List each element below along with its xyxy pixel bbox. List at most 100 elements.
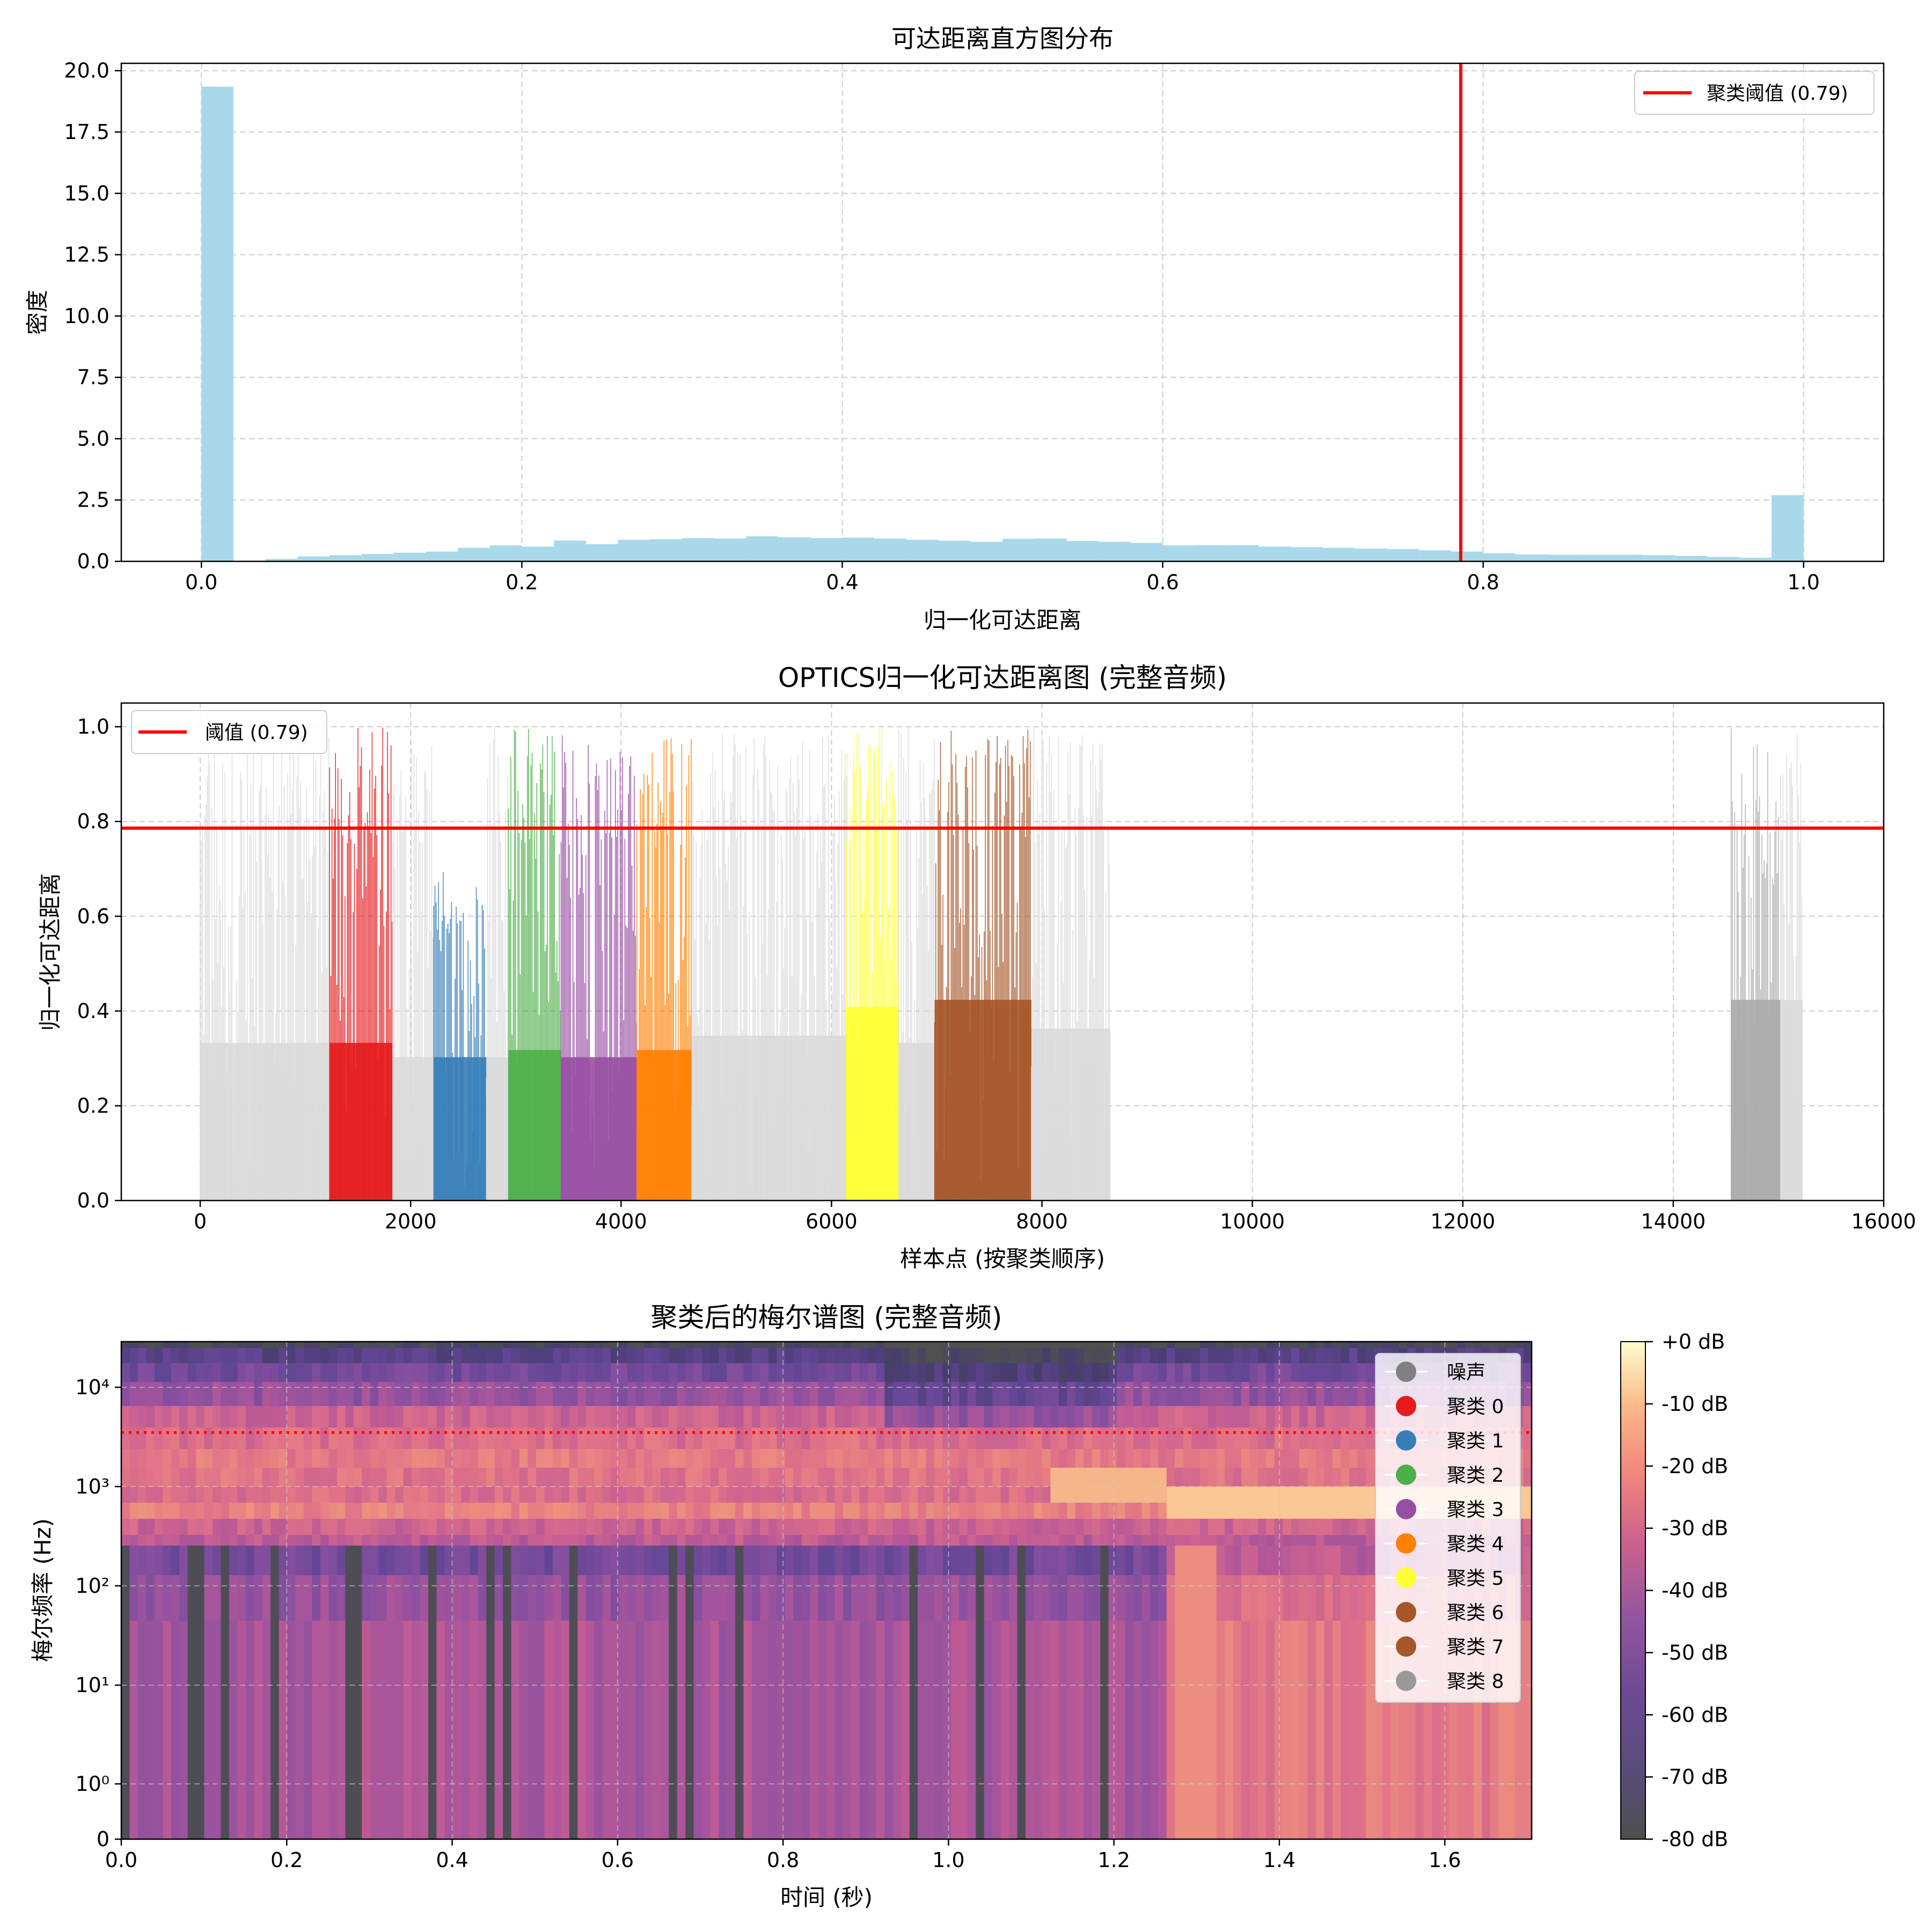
spectrogram-cell: [1349, 1342, 1358, 1348]
spectrogram-cell: [552, 1382, 561, 1406]
spectrogram-cell: [1274, 1487, 1283, 1503]
spectrogram-cell: [154, 1348, 163, 1363]
spectrogram-cell: [353, 1342, 362, 1348]
spectrogram-cell: [536, 1519, 545, 1535]
spectrogram-legend-label: 噪声: [1447, 1362, 1485, 1384]
spectrogram-cell: [262, 1546, 271, 1575]
spectrogram-cell: [1307, 1575, 1316, 1621]
spectrogram-cell: [1050, 1382, 1059, 1406]
spectrogram-cell: [470, 1406, 479, 1428]
spectrogram-cell: [768, 1406, 777, 1428]
spectrogram-cell: [221, 1428, 230, 1449]
spectrogram-cell: [262, 1535, 271, 1546]
spectrogram-cell: [428, 1342, 437, 1348]
spectrogram-cell: [1158, 1575, 1167, 1621]
spectrogram-cell: [204, 1406, 213, 1428]
spectrogram-cell: [652, 1468, 661, 1487]
spectrogram-cell: [378, 1546, 387, 1575]
spectrogram-cell: [403, 1575, 412, 1621]
spectrogram-image: [121, 1342, 1532, 1839]
spectrogram-cell: [1299, 1363, 1308, 1382]
spectrogram-cell: [179, 1487, 188, 1503]
spectrogram-cell: [710, 1363, 719, 1382]
spectrogram-cell: [386, 1546, 396, 1575]
spectrogram-cell: [967, 1406, 976, 1428]
spectrogram-cell: [1175, 1519, 1184, 1535]
spectrogram-cell: [328, 1449, 338, 1468]
spectrogram-cell: [511, 1363, 520, 1382]
spectrogram-cell: [751, 1546, 760, 1575]
spectrogram-cell: [171, 1535, 180, 1546]
spectrogram-cell: [461, 1535, 470, 1546]
spectrogram-cell: [735, 1428, 744, 1449]
spectrogram-cell: [1225, 1406, 1234, 1428]
spectrogram-legend-marker: [1396, 1636, 1416, 1657]
spectrogram-cell: [843, 1363, 852, 1382]
spectrogram-cell: [1017, 1348, 1026, 1363]
spectrogram-cell: [976, 1575, 985, 1621]
spectrogram-cell: [843, 1382, 852, 1406]
spectrogram-cell: [503, 1519, 512, 1535]
spectrogram-cell: [1249, 1487, 1258, 1503]
spectrogram-cell: [478, 1382, 487, 1406]
spectrogram-cell: [262, 1406, 271, 1428]
spectrogram-cell: [909, 1519, 918, 1535]
spectrogram-cell: [635, 1487, 645, 1503]
spectrogram-cell: [163, 1449, 172, 1468]
spectrogram-cell: [826, 1503, 836, 1519]
spectrogram-cell: [295, 1621, 304, 1839]
spectrogram-cell: [1341, 1428, 1350, 1449]
spectrogram-cell: [777, 1363, 786, 1382]
spectrogram-cell: [743, 1342, 752, 1348]
spectrogram-cell: [743, 1621, 752, 1839]
spectrogram-cell: [295, 1519, 304, 1535]
spectrogram-cell: [196, 1575, 205, 1621]
spectrogram-cell: [826, 1382, 836, 1406]
spectrogram-cell: [536, 1348, 545, 1363]
spectrogram-cell: [121, 1348, 130, 1363]
spectrogram-cell: [436, 1468, 445, 1487]
histogram-bar: [618, 539, 650, 561]
spectrogram-cell: [1067, 1621, 1076, 1839]
spectrogram-cell: [1216, 1428, 1225, 1449]
spectrogram-cell: [1191, 1406, 1201, 1428]
spectrogram-legend-marker: [1396, 1533, 1416, 1554]
spectrogram-cell: [859, 1535, 868, 1546]
spectrogram-cell: [760, 1503, 769, 1519]
spectrogram-cell: [1365, 1449, 1374, 1468]
spectrogram-cell: [1299, 1621, 1308, 1839]
spectrogram-cell: [1249, 1468, 1258, 1487]
spectrogram-cell: [187, 1575, 196, 1621]
spectrogram-cell: [1050, 1503, 1059, 1519]
spectrogram-cell: [992, 1449, 1001, 1468]
spectrogram-cell: [1191, 1503, 1201, 1519]
spectrogram-cell: [213, 1449, 222, 1468]
spectrogram-cell: [204, 1487, 213, 1503]
reachability-title: OPTICS归一化可达距离图 (完整音频): [778, 662, 1227, 693]
spectrogram-cell: [868, 1546, 877, 1575]
spectrogram-cell: [221, 1406, 230, 1428]
spectrogram-cell: [602, 1363, 611, 1382]
spectrogram-cell: [478, 1363, 487, 1382]
colorbar-tick-label: -20 dB: [1662, 1454, 1728, 1478]
spectrogram-cell: [926, 1342, 935, 1348]
spectrogram-cell: [137, 1449, 147, 1468]
spectrogram-cell: [735, 1363, 744, 1382]
spectrogram-cell: [976, 1348, 985, 1363]
spectrogram-cell: [586, 1621, 595, 1839]
spectrogram-cell: [569, 1575, 578, 1621]
spectrogram-cell: [569, 1428, 578, 1449]
spectrogram-legend-marker: [1396, 1465, 1416, 1485]
spectrogram-cell: [320, 1487, 330, 1503]
spectrogram-cell: [262, 1468, 271, 1487]
spectrogram-cell: [254, 1468, 263, 1487]
spectrogram-cell: [577, 1468, 587, 1487]
spectrogram-cell: [669, 1428, 678, 1449]
spectrogram-cell: [1257, 1468, 1267, 1487]
spectrogram-cell: [436, 1487, 445, 1503]
spectrogram-cell: [254, 1406, 263, 1428]
spectrogram-cell: [859, 1428, 868, 1449]
spectrogram-cell: [1034, 1621, 1043, 1839]
spectrogram-cell: [395, 1535, 404, 1546]
spectrogram-cell: [693, 1363, 702, 1382]
